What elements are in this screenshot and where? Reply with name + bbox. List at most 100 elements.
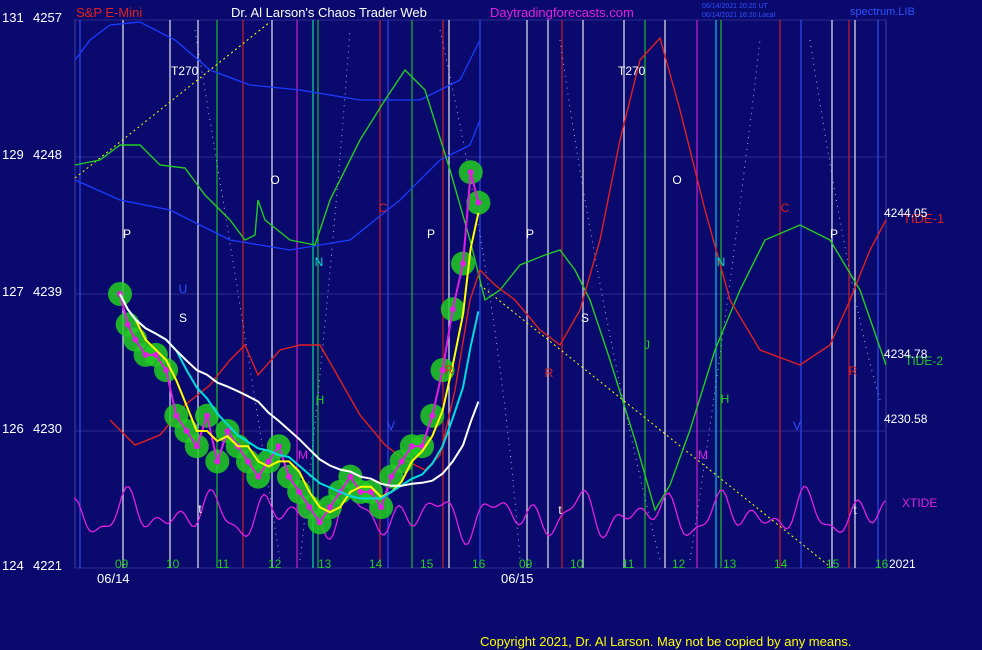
cycle-marker: t xyxy=(198,502,202,516)
price-point xyxy=(142,351,149,358)
cycle-marker: M xyxy=(698,448,708,462)
hour-tick-label: 14 xyxy=(369,557,383,571)
local-stamp: 06/14/2021 16:20 Local xyxy=(702,12,776,19)
dotted-cycle-curves xyxy=(74,21,881,566)
hour-tick-label: 16 xyxy=(472,557,486,571)
price-point xyxy=(214,458,221,465)
y-inner-label: 4257 xyxy=(33,10,62,25)
moving-averages xyxy=(119,212,480,514)
vertical-cycle-lines xyxy=(79,20,879,568)
price-point xyxy=(132,336,139,343)
tide1-curve xyxy=(109,36,887,471)
t270-label: T270 xyxy=(171,64,199,78)
price-point xyxy=(326,504,333,511)
hour-tick-label: 13 xyxy=(723,557,737,571)
dotted-cycle xyxy=(689,39,761,561)
price-point xyxy=(296,488,303,495)
price-point xyxy=(152,351,159,358)
y-outer-label: 131 xyxy=(2,10,24,25)
cycle-marker: C xyxy=(379,201,388,215)
symbol-title: S&P E-Mini xyxy=(76,5,142,20)
cycle-marker: R xyxy=(545,366,554,380)
right-value-label: 4244.05 xyxy=(884,206,928,220)
price-point xyxy=(265,458,272,465)
cycle-marker: O xyxy=(270,173,279,187)
y-inner-label: 4239 xyxy=(33,284,62,299)
cycle-marker: V xyxy=(387,419,395,433)
price-point xyxy=(245,458,251,465)
author-title: Dr. Al Larson's Chaos Trader Web xyxy=(231,5,427,20)
price-point xyxy=(378,504,385,511)
y-outer-label: 124 xyxy=(2,558,24,573)
cycle-marker: t xyxy=(853,503,857,517)
cycle-marker: U xyxy=(179,282,188,296)
hour-tick-label: 13 xyxy=(318,557,332,571)
y-inner-label: 4221 xyxy=(33,558,62,573)
tide2-curve xyxy=(74,68,887,512)
price-point xyxy=(398,458,405,465)
x-axis: 09 10 11 12 13 14 15 16 09 10 11 12 13 1… xyxy=(97,557,916,586)
price-point xyxy=(357,488,364,495)
price-point xyxy=(173,412,180,419)
price-point xyxy=(408,443,415,450)
cycle-marker: S xyxy=(581,311,589,325)
cycle-marker: C xyxy=(781,201,790,215)
y-inner-label: 4230 xyxy=(33,421,62,436)
price-point xyxy=(204,412,211,419)
price-point xyxy=(255,473,262,480)
price-point xyxy=(183,428,190,434)
hour-tick-label: 09 xyxy=(115,557,129,571)
price-point xyxy=(449,306,456,313)
price-point xyxy=(306,504,313,511)
price-point xyxy=(439,367,446,374)
price-point xyxy=(367,488,374,495)
hour-tick-label: 12 xyxy=(268,557,282,571)
y-outer-label: 129 xyxy=(2,147,24,162)
price-point xyxy=(475,199,482,206)
hour-tick-label: 12 xyxy=(672,557,686,571)
y-inner-label: 4248 xyxy=(33,147,62,162)
price-point xyxy=(429,412,436,419)
y-outer-label: 126 xyxy=(2,421,24,436)
tide2-label: TIDE-2 xyxy=(905,354,943,368)
cycle-marker: P xyxy=(123,227,131,241)
cycle-marker: S xyxy=(179,311,187,325)
slow-average xyxy=(119,293,480,487)
cycle-marker: P xyxy=(526,227,534,241)
cycle-marker: R xyxy=(445,363,454,377)
site-title: Daytradingforecasts.com xyxy=(490,5,634,20)
hour-tick-label: 11 xyxy=(217,557,230,571)
price-point xyxy=(388,473,395,480)
cycle-marker: J xyxy=(644,338,650,352)
fast-average xyxy=(119,212,480,514)
year-label: 2021 xyxy=(889,557,916,571)
price-point xyxy=(285,473,292,480)
right-value-label: 4234.78 xyxy=(884,347,928,361)
ut-stamp: 06/14/2021 20:20 UT xyxy=(702,3,768,10)
price-point xyxy=(124,321,131,328)
price-point xyxy=(224,428,231,434)
hour-tick-label: 16 xyxy=(875,557,889,571)
price-point xyxy=(460,260,467,267)
trend-line xyxy=(74,21,271,179)
y-outer-label: 127 xyxy=(2,284,24,299)
tide1-label: TIDE-1 xyxy=(903,211,944,226)
date-label: 06/15 xyxy=(501,571,534,586)
xtide-label: XTIDE xyxy=(902,496,937,510)
price-point xyxy=(467,169,474,176)
cycle-marker: P xyxy=(427,227,435,241)
copyright-notice: Copyright 2021, Dr. Al Larson. May not b… xyxy=(480,634,852,649)
cycle-marker: N xyxy=(717,255,726,269)
dotted-cycle xyxy=(809,39,881,401)
hour-tick-label: 10 xyxy=(166,557,180,571)
cycle-marker: P xyxy=(830,227,838,241)
cycle-marker: N xyxy=(315,255,324,269)
cycle-marker: M xyxy=(298,448,308,462)
price-point xyxy=(316,519,323,526)
price-point xyxy=(163,367,170,374)
hour-tick-label: 11 xyxy=(622,557,635,571)
hour-tick-label: 14 xyxy=(774,557,788,571)
xtide-curve xyxy=(74,485,886,546)
